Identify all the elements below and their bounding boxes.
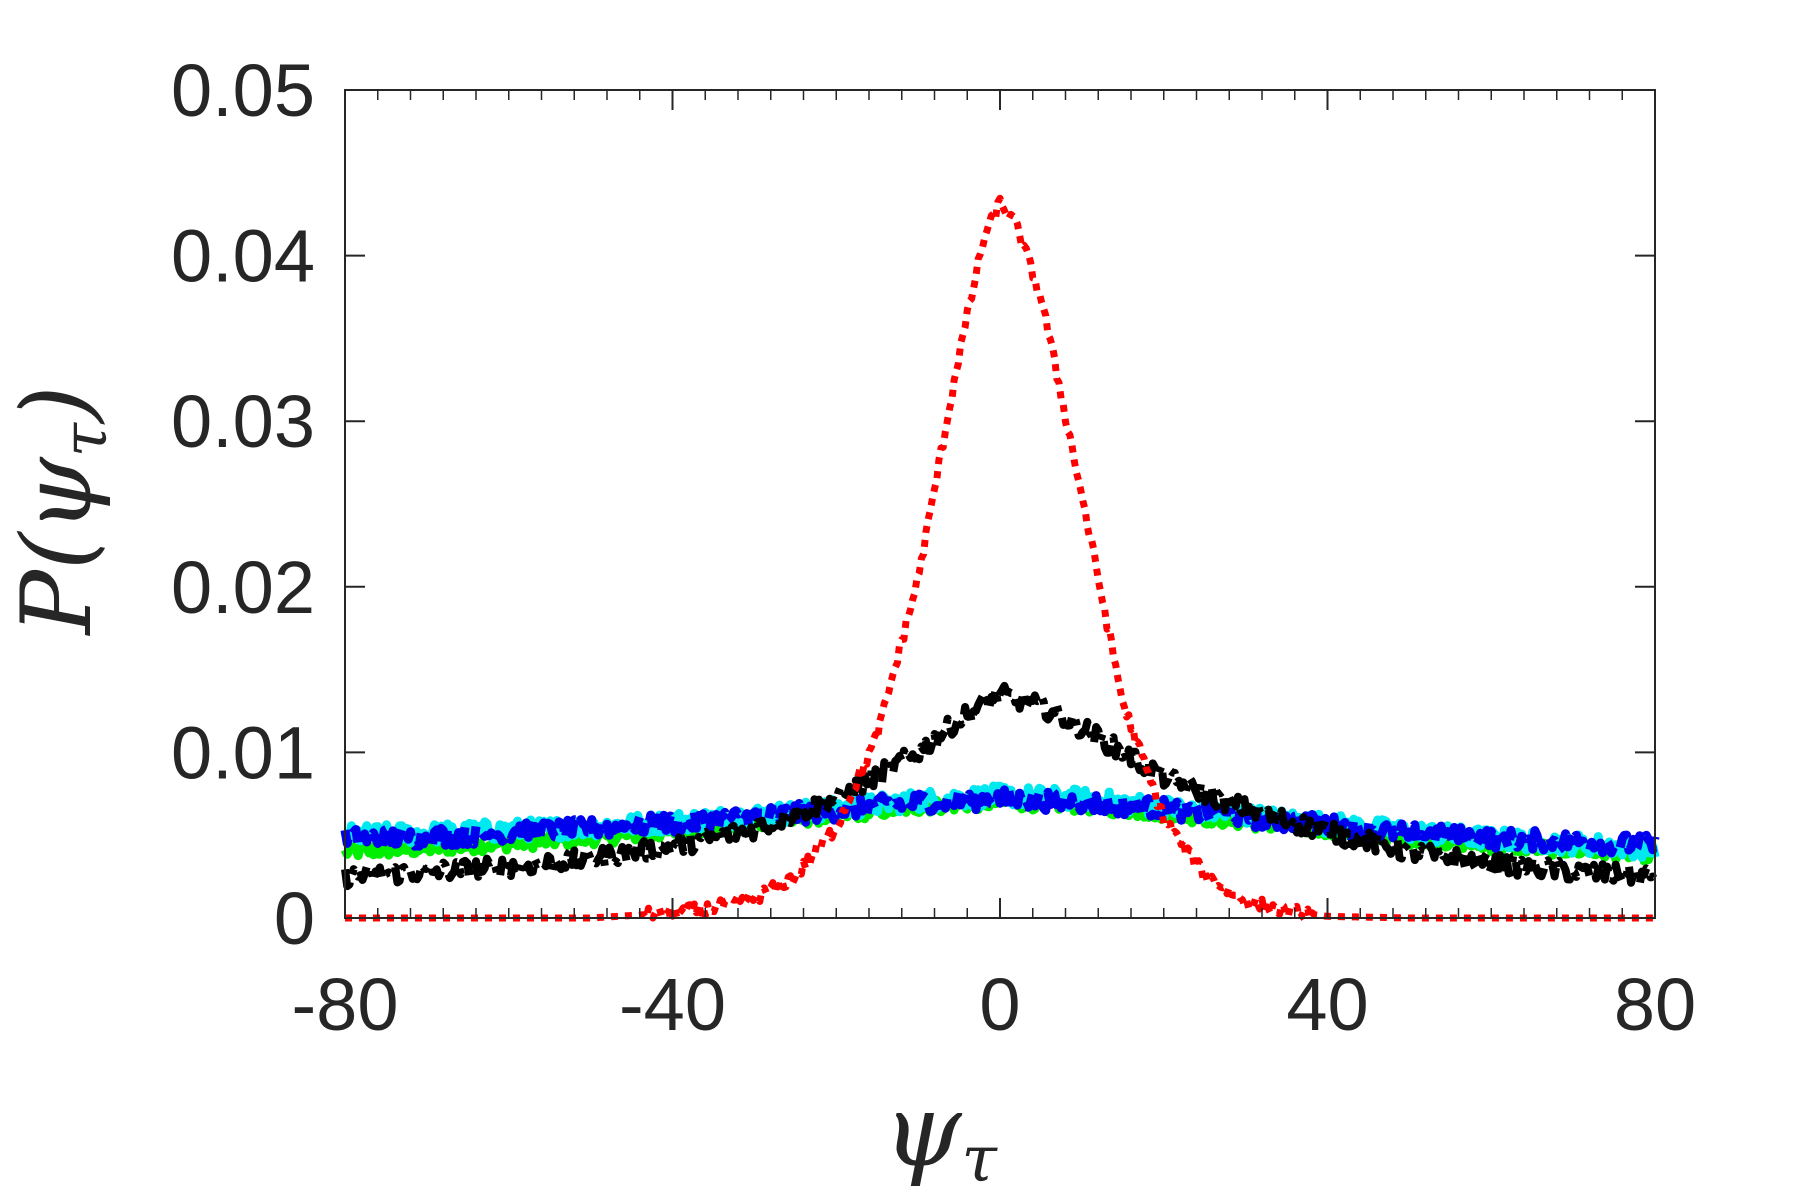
y-tick-label: 0.02 [171,546,315,629]
y-tick-label: 0.05 [171,49,315,132]
y-axis-label: P(ψτ) [1,385,121,636]
y-tick-label: 0.01 [171,711,315,794]
x-tick-label: 40 [1286,963,1368,1046]
y-tick-label: 0.03 [171,380,315,463]
x-tick-label: 0 [979,963,1020,1046]
x-tick-label: 80 [1614,963,1696,1046]
y-tick-label: 0.04 [171,215,315,298]
series-layer [340,194,1660,922]
series-line-black [341,681,1659,891]
x-tick-label: -80 [292,963,399,1046]
ticks-layer: -80 -40 0 40 80 0 0.01 0.02 0.03 0.04 0.05 [171,49,1696,1046]
series-line-red [343,194,1657,922]
y-tick-label: 0 [274,877,315,960]
series-line-blue [340,785,1660,858]
x-axis-label: ψτ [883,1072,998,1197]
x-tick-label: -40 [619,963,726,1046]
